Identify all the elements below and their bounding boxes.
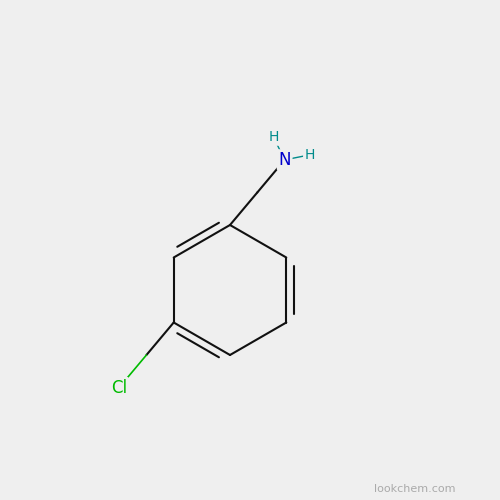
Text: Cl: Cl [111, 378, 127, 396]
Text: H: H [304, 148, 315, 162]
Text: lookchem.com: lookchem.com [374, 484, 456, 494]
Text: H: H [268, 130, 279, 144]
Text: N: N [278, 151, 291, 169]
